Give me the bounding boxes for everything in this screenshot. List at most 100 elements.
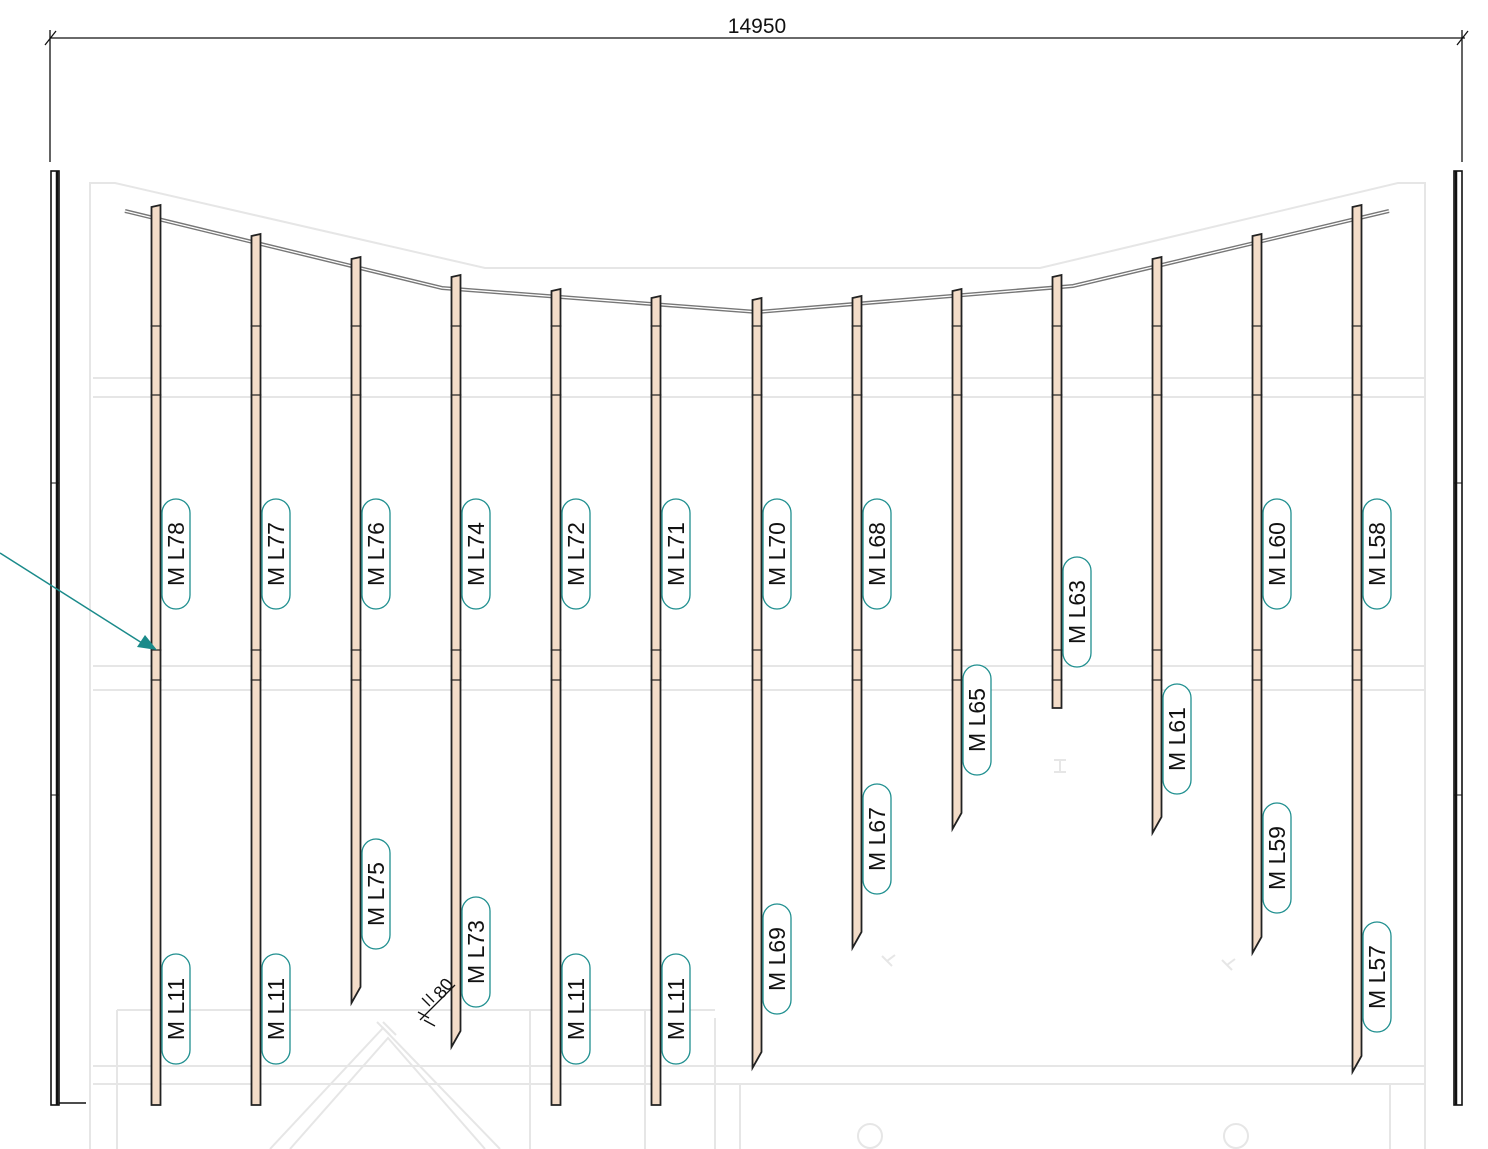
beam-tag-upper: M L77 [261, 498, 291, 610]
beam-tag-lower-outline [361, 838, 391, 950]
beam-tag-lower-text: M L57 [1364, 945, 1390, 1009]
beam-tag-lower-text: M L69 [764, 927, 790, 991]
beam-tag-upper: M L60 [1262, 498, 1292, 610]
beam-tag-lower: M L57 [1362, 921, 1392, 1033]
rafter-beam [350, 255, 362, 1007]
rafter-beam [450, 273, 462, 1051]
beam-tag-lower: M L73 [461, 896, 491, 1008]
rafter-beam-body [350, 255, 362, 1007]
beam-tag-upper-text: M L74 [463, 522, 489, 586]
rafter-beam [250, 232, 262, 1106]
rafter-beam-body [150, 203, 162, 1106]
rafter-beam [1251, 232, 1263, 957]
rafter-beam [851, 294, 863, 952]
leader-arrow [0, 552, 157, 650]
beam-tag-upper: M L78 [161, 498, 191, 610]
beam-tag-upper: M L65 [962, 664, 992, 776]
ridge-line [124, 209, 1390, 315]
beam-tag-lower-outline [161, 953, 191, 1065]
beam-tag-lower-text: M L11 [563, 978, 589, 1040]
beam-tag-lower-text: M L11 [163, 978, 189, 1040]
rafter-beam [1351, 203, 1363, 1076]
beam-tag-lower: M L11 [161, 953, 191, 1065]
beam-tag-lower: M L11 [661, 953, 691, 1065]
rafter-beam-body [450, 273, 462, 1051]
beam-tag-upper-text: M L78 [163, 522, 189, 586]
thickness-marker [417, 984, 456, 1027]
beam-tag-upper-outline [1062, 556, 1092, 668]
overall-dimension-label: 14950 [728, 15, 786, 38]
beam-tag-upper-outline [1162, 683, 1192, 795]
beam-tag-lower-outline [661, 953, 691, 1065]
beam-tag-upper-outline [661, 498, 691, 610]
beam-tag-upper-outline [461, 498, 491, 610]
beam-tag-upper: M L72 [561, 498, 591, 610]
beam-tag-lower: M L69 [762, 903, 792, 1015]
beam-tag-upper: M L68 [862, 498, 892, 610]
rafter-beam [1151, 255, 1163, 837]
beam-tag-upper: M L58 [1362, 498, 1392, 610]
rafter-beam-body [751, 296, 763, 1072]
beam-tag-upper: M L61 [1162, 683, 1192, 795]
rafter-beam-body [250, 232, 262, 1106]
rafter-beam [1051, 273, 1063, 709]
rafter-beam [150, 203, 162, 1106]
ridge-line-inner [124, 210, 1390, 313]
beam-tag-lower-text: M L59 [1264, 826, 1290, 890]
beam-tag-lower-outline [461, 896, 491, 1008]
beam-tag-upper-outline [1362, 498, 1392, 610]
rafter-beam-body [851, 294, 863, 952]
beam-tag-upper-outline [361, 498, 391, 610]
rafter-beam-body [1351, 203, 1363, 1076]
beam-tag-upper-outline [762, 498, 792, 610]
beam-tag-lower: M L11 [561, 953, 591, 1065]
beam-tag-upper-outline [161, 498, 191, 610]
beam-tag-upper: M L63 [1062, 556, 1092, 668]
beam-tag-upper-outline [561, 498, 591, 610]
beam-tag-upper-text: M L58 [1364, 522, 1390, 586]
beam-tag-upper-outline [862, 498, 892, 610]
beam-tag-lower-text: M L11 [663, 978, 689, 1040]
beam-tag-lower-text: M L75 [363, 862, 389, 926]
beam-tag-lower: M L11 [261, 953, 291, 1065]
beam-tag-lower-outline [862, 783, 892, 895]
beam-tag-upper-text: M L63 [1064, 580, 1090, 644]
beam-tag-upper: M L74 [461, 498, 491, 610]
beam-tag-lower-text: M L67 [864, 807, 890, 871]
beam-tag-upper-text: M L61 [1164, 707, 1190, 771]
rafter-beam [751, 296, 763, 1072]
beam-tag-upper-text: M L60 [1264, 522, 1290, 586]
beam-tag-upper-text: M L71 [663, 522, 689, 586]
beam-tag-upper: M L71 [661, 498, 691, 610]
beam-tag-upper-text: M L72 [563, 522, 589, 586]
beam-tag-lower-outline [1362, 921, 1392, 1033]
beam-group: M L78 M L11 M L77 M L11 M L76 M L75 M L74 M L73… [150, 203, 1392, 1106]
beam-tag-upper-text: M L76 [363, 522, 389, 586]
beam-tag-lower-outline [762, 903, 792, 1015]
beam-tag-lower: M L75 [361, 838, 391, 950]
beam-tag-upper-text: M L65 [964, 688, 990, 752]
rafter-beam-body [1251, 232, 1263, 957]
rafter-beam-body [1151, 255, 1163, 837]
rafter-beam-body [1051, 273, 1063, 709]
rafter-beam-body [550, 287, 562, 1106]
rafter-beam-body [951, 287, 963, 833]
rafter-beam [550, 287, 562, 1106]
beam-tag-lower-outline [1262, 802, 1292, 914]
beam-tag-lower: M L59 [1262, 802, 1292, 914]
beam-tag-upper-text: M L68 [864, 522, 890, 586]
beam-tag-lower-outline [261, 953, 291, 1065]
beam-tag-upper-text: M L77 [263, 522, 289, 586]
beam-tag-lower: M L67 [862, 783, 892, 895]
rafter-beam [650, 294, 662, 1106]
beam-tag-upper-outline [962, 664, 992, 776]
beam-tag-lower-text: M L11 [263, 978, 289, 1040]
beam-tag-lower-text: M L73 [463, 920, 489, 984]
rafter-beam [951, 287, 963, 833]
beam-tag-upper-text: M L70 [764, 522, 790, 586]
overall-dimension [44, 30, 1469, 162]
beam-tag-upper: M L76 [361, 498, 391, 610]
side-walls [50, 170, 1463, 1106]
beam-tag-lower-outline [561, 953, 591, 1065]
